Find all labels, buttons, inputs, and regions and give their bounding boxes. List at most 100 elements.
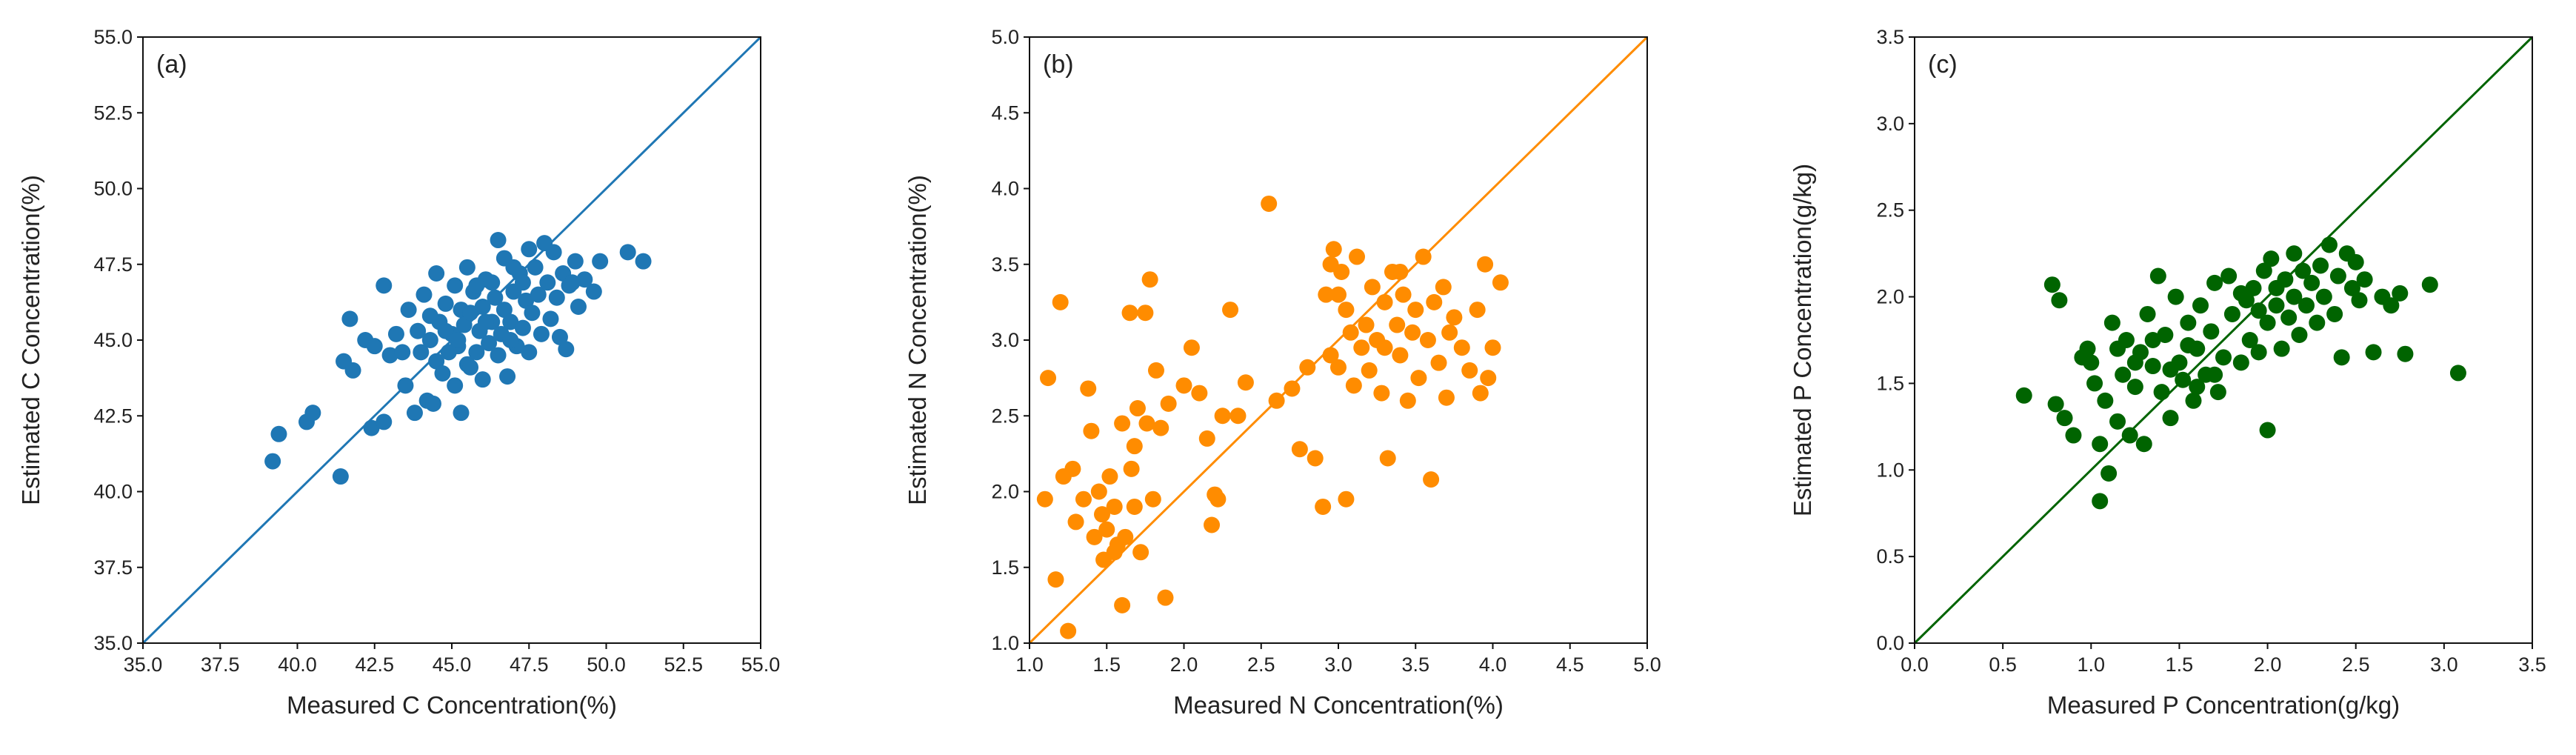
data-point [1426, 293, 1443, 310]
data-point [447, 277, 464, 294]
data-point [1067, 513, 1084, 531]
data-point [2291, 326, 2308, 343]
data-point [437, 322, 454, 339]
data-point [502, 313, 519, 330]
y-tick-label: 52.5 [93, 102, 133, 124]
data-point [1472, 385, 1489, 402]
y-axis-label: Estimated C Concentration(%) [17, 175, 44, 505]
data-point [1137, 305, 1154, 322]
x-tick-label: 2.5 [1247, 653, 1275, 676]
data-point [542, 310, 559, 327]
x-tick-label: 0.0 [1901, 653, 1929, 676]
data-point [2121, 427, 2138, 444]
x-tick-label: 1.5 [2166, 653, 2194, 676]
data-point [1114, 415, 1131, 432]
data-point [413, 344, 430, 361]
data-point [1461, 362, 1478, 379]
data-point [1117, 528, 1134, 545]
data-point [2056, 410, 2073, 427]
data-point [2103, 314, 2120, 331]
data-point [1261, 195, 1278, 212]
data-point [1423, 471, 1440, 488]
y-axis-label: Estimated P Concentration(g/kg) [1789, 164, 1816, 516]
data-point [1132, 544, 1149, 561]
data-point [2268, 279, 2285, 296]
data-point [2167, 288, 2184, 305]
data-point [1392, 347, 1409, 364]
data-point [2295, 262, 2312, 279]
data-point [1141, 271, 1158, 288]
x-tick-label: 50.0 [587, 653, 626, 676]
y-tick-label: 3.5 [1876, 26, 1904, 48]
data-point [2220, 267, 2238, 285]
data-point [376, 413, 393, 430]
data-point [1101, 468, 1118, 485]
data-point [462, 305, 479, 322]
x-tick-label: 2.0 [1170, 653, 1198, 676]
data-point [1349, 248, 1366, 265]
data-point [2153, 384, 2170, 401]
y-tick-label: 2.0 [991, 481, 1019, 503]
data-point [514, 319, 531, 336]
data-point [1147, 362, 1164, 379]
data-point [2149, 267, 2166, 285]
data-point [2449, 365, 2466, 382]
data-point [1123, 460, 1140, 477]
data-point [1080, 380, 1097, 397]
data-point [1395, 286, 1412, 303]
y-tick-label: 37.5 [93, 556, 133, 579]
data-point [1325, 241, 1342, 258]
data-point [1389, 316, 1406, 333]
data-point [1469, 302, 1486, 319]
data-point [1284, 380, 1301, 397]
x-tick-label: 5.0 [1633, 653, 1661, 676]
data-point [545, 244, 562, 261]
data-point [474, 299, 491, 316]
data-point [2315, 288, 2332, 305]
data-point [410, 322, 427, 339]
data-point [530, 286, 547, 303]
data-point [2135, 436, 2152, 453]
data-point [2333, 349, 2350, 366]
data-point [2351, 292, 2368, 309]
data-point [2309, 314, 2326, 331]
data-point [484, 274, 501, 291]
data-point [2250, 302, 2267, 319]
data-point [2162, 361, 2179, 378]
data-point [1144, 490, 1161, 508]
data-point [1129, 400, 1146, 417]
data-point [1353, 339, 1370, 356]
data-point [2392, 285, 2409, 302]
x-tick-label: 3.5 [1401, 653, 1429, 676]
y-tick-label: 47.5 [93, 253, 133, 276]
data-point [428, 353, 445, 370]
data-point [366, 338, 383, 355]
panel-tag: (a) [156, 50, 187, 79]
data-point [1183, 339, 1200, 356]
data-point [341, 310, 358, 327]
data-point [2109, 413, 2126, 430]
data-point [1330, 359, 1347, 376]
data-point [344, 362, 361, 379]
data-point [1379, 450, 1396, 467]
data-point [1330, 286, 1347, 303]
data-point [1484, 339, 1501, 356]
data-point [1338, 490, 1355, 508]
data-point [363, 419, 380, 436]
data-point [456, 316, 473, 333]
data-point [2268, 297, 2285, 314]
data-point [1492, 274, 1509, 291]
data-point [514, 274, 531, 291]
y-tick-label: 5.0 [991, 26, 1019, 48]
data-point [495, 302, 513, 319]
data-point [2126, 354, 2143, 371]
data-point [2175, 371, 2192, 388]
data-point [450, 332, 467, 348]
data-point [2180, 314, 2197, 331]
x-tick-label: 1.0 [1015, 653, 1044, 676]
y-tick-label: 2.5 [1876, 199, 1904, 222]
data-point [447, 377, 464, 394]
x-tick-label: 3.5 [2518, 653, 2546, 676]
data-point [332, 468, 349, 485]
y-axis-label: Estimated N Concentration(%) [904, 175, 931, 505]
